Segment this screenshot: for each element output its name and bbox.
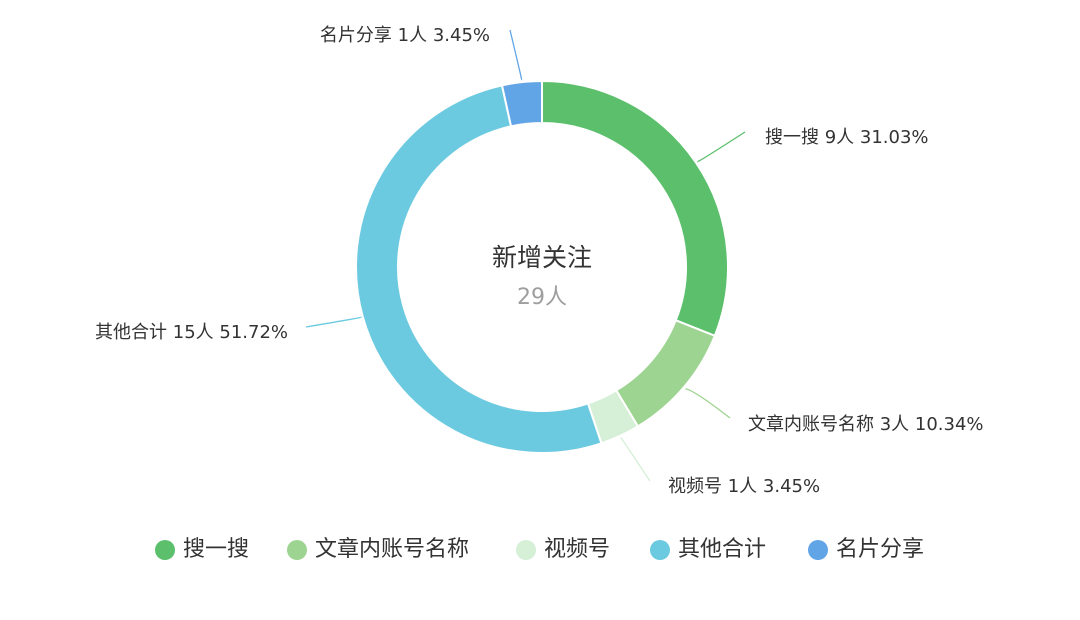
legend-item-5[interactable]: 名片分享 xyxy=(808,537,924,562)
slice-label-2: 文章内账号名称 3人 10.34% xyxy=(748,414,984,435)
legend-marker-2 xyxy=(287,540,307,560)
legend-label-1: 搜一搜 xyxy=(183,537,249,562)
slice-1[interactable] xyxy=(541,79,729,338)
legend-label-2: 文章内账号名称 xyxy=(315,537,469,562)
leader-line-5 xyxy=(509,29,523,81)
legend-label-3: 视频号 xyxy=(544,537,610,562)
slices-layer xyxy=(355,79,729,454)
slice-2[interactable] xyxy=(614,319,717,428)
leader-line-1 xyxy=(696,131,746,163)
legend-item-4[interactable]: 其他合计 xyxy=(650,537,766,562)
slice-labels-layer: 搜一搜 9人 31.03% 文章内账号名称 3人 10.34% 视频号 1人 3.4… xyxy=(95,25,984,497)
legend-marker-1 xyxy=(155,540,175,560)
legend-label-5: 名片分享 xyxy=(836,537,924,562)
legend: 搜一搜 文章内账号名称 视频号 其他合计 名片分享 xyxy=(155,537,924,562)
legend-item-2[interactable]: 文章内账号名称 xyxy=(287,537,469,562)
slice-label-3: 视频号 1人 3.45% xyxy=(668,476,820,497)
slice-5[interactable] xyxy=(500,79,543,128)
leader-line-2 xyxy=(685,388,731,419)
center-title: 新增关注 xyxy=(492,243,592,272)
center-label-group: 新增关注 29人 xyxy=(492,243,592,310)
slice-label-1: 搜一搜 9人 31.03% xyxy=(765,127,929,148)
legend-marker-5 xyxy=(808,540,828,560)
leader-line-4 xyxy=(305,316,362,328)
slice-label-5: 名片分享 1人 3.45% xyxy=(320,25,490,46)
legend-marker-3 xyxy=(516,540,536,560)
leader-line-3 xyxy=(620,436,651,482)
legend-item-3[interactable]: 视频号 xyxy=(516,537,610,562)
slice-label-4: 其他合计 15人 51.72% xyxy=(95,322,288,343)
legend-item-1[interactable]: 搜一搜 xyxy=(155,537,249,562)
slice-4[interactable] xyxy=(355,84,603,454)
legend-marker-4 xyxy=(650,540,670,560)
legend-label-4: 其他合计 xyxy=(678,537,766,562)
center-value: 29人 xyxy=(517,285,567,310)
